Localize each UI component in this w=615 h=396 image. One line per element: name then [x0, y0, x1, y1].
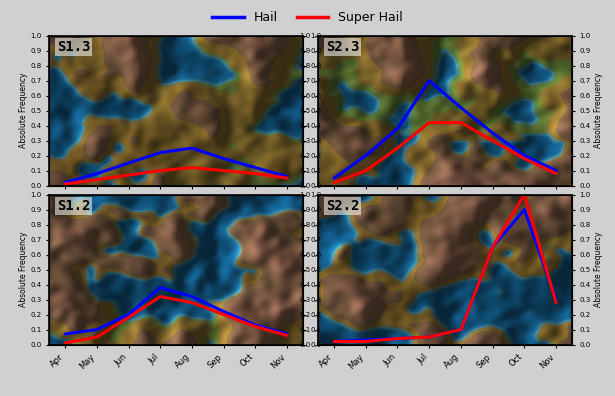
Text: S2.3: S2.3	[326, 40, 359, 54]
Legend: Hail, Super Hail: Hail, Super Hail	[207, 6, 408, 29]
Y-axis label: Absolute Frequency: Absolute Frequency	[18, 73, 28, 148]
Text: S1.2: S1.2	[57, 199, 90, 213]
Y-axis label: Absolute Frequency: Absolute Frequency	[18, 232, 28, 307]
Text: S1.3: S1.3	[57, 40, 90, 54]
Text: S2.2: S2.2	[326, 199, 359, 213]
Y-axis label: Absolute Frequency: Absolute Frequency	[593, 73, 603, 148]
Y-axis label: Absolute Frequency: Absolute Frequency	[593, 232, 603, 307]
